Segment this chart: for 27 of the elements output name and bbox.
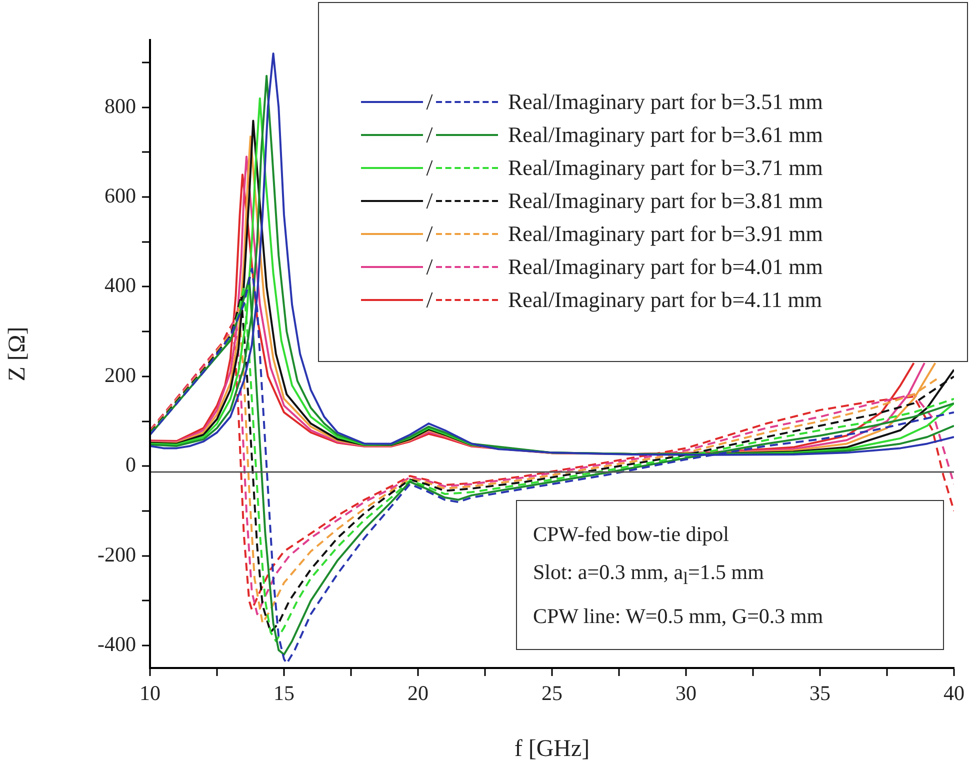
legend-label: Real/Imaginary part for b=3.91 mm <box>508 220 823 246</box>
x-tick-label: 20 <box>408 681 428 706</box>
y-tick-label: -400 <box>98 632 136 656</box>
annotation: Slot: a=0.3 mm, a$_{l}$=1.5 mm <box>533 559 765 590</box>
y-tick-label: 400 <box>104 273 136 298</box>
annotation: CPW-fed bow-tie dipol <box>533 521 730 548</box>
annotation: CPW line: W=0.5 mm, G=0.3 mm <box>533 603 824 630</box>
x-tick-label: 10 <box>140 681 160 706</box>
x-tick-label: 25 <box>542 681 562 706</box>
y-tick-label: 200 <box>104 362 136 387</box>
legend-label: Real/Imaginary part for b=3.71 mm <box>508 154 823 180</box>
x-tick-label: 40 <box>944 681 964 706</box>
y-tick-label: -200 <box>98 542 136 566</box>
y-tick-label: 800 <box>104 94 136 118</box>
x-tick-label: 35 <box>810 681 830 706</box>
legend-label: Real/Imaginary part for b=4.11 mm <box>508 286 822 312</box>
x-tick-label: 30 <box>676 681 696 706</box>
legend-label: Real/Imaginary part for b=3.51 mm <box>508 88 823 114</box>
x-axis-title: f [GHz] <box>514 736 590 762</box>
y-axis-title: Z [Ω] <box>4 326 31 382</box>
legend-label: Real/Imaginary part for b=3.81 mm <box>508 188 823 214</box>
y-tick-label: 0 <box>126 452 136 477</box>
text-box: CPW-fed bow-tie dipol Slot: a=0.3 mm, a$_{l}$=1.5 mm CPW line: W=0.5 mm, G=0.3 mm <box>516 500 944 650</box>
x-tick-label: 15 <box>274 681 294 706</box>
y-tick-label: 600 <box>104 184 136 208</box>
legend-label: Real/Imaginary part for b=3.61 mm <box>508 122 823 148</box>
legend-label: Real/Imaginary part for b=4.01 mm <box>508 254 823 280</box>
